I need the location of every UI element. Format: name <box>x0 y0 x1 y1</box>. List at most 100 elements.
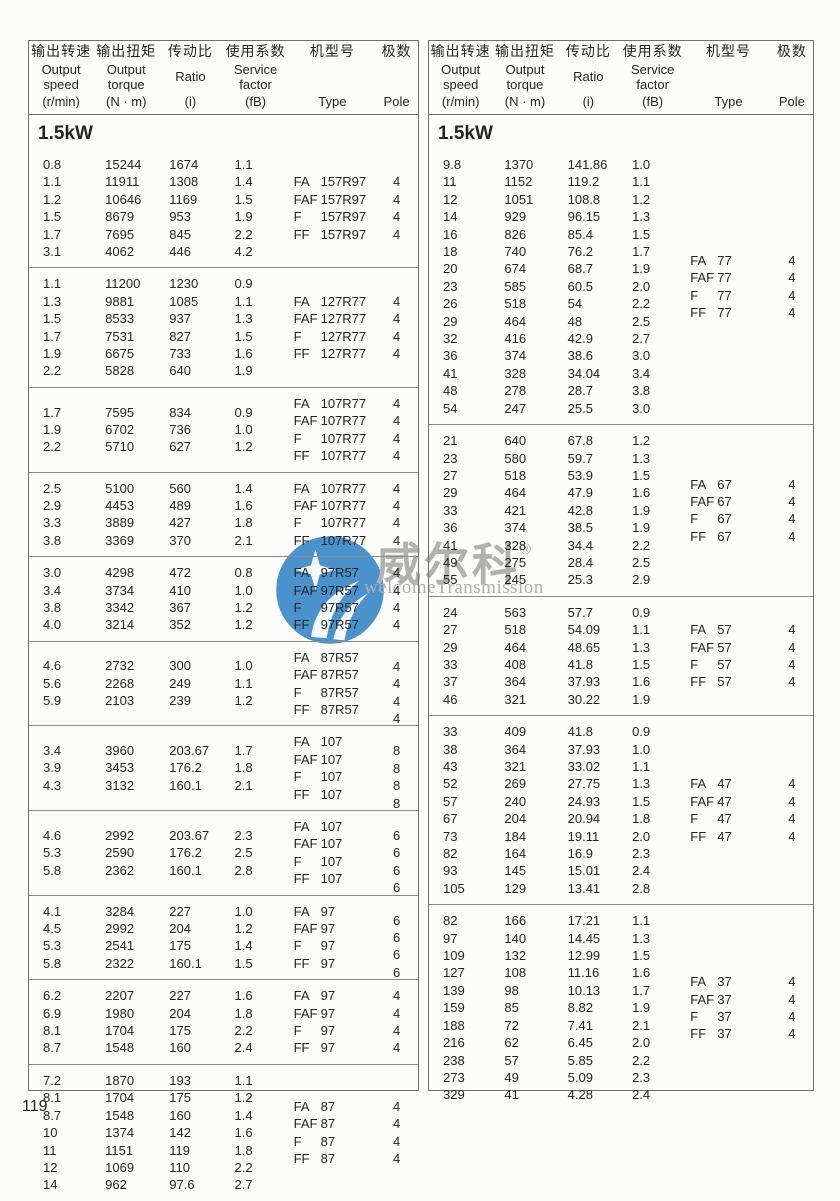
type-model-number: 37 <box>717 991 732 1007</box>
column-header-unit: (i) <box>582 94 595 110</box>
type-column: FA 97 FAF 97 F 97 FF 97 <box>290 903 376 973</box>
torque-value: 2207 <box>105 988 135 1004</box>
data-column-ratio: 227 204 175 160 <box>159 987 221 1057</box>
column-header-zh: 机型号 <box>705 43 751 59</box>
type-model-number: 37 <box>717 974 732 990</box>
column-header-unit: (fB) <box>642 94 664 110</box>
factor-value: 0.9 <box>234 276 253 292</box>
pole-value: 4 <box>392 1098 401 1114</box>
torque-value: 364 <box>504 674 527 690</box>
torque-value: 1374 <box>105 1125 135 1141</box>
ratio-value: 60.5 <box>567 278 593 294</box>
column-header-unit: Pole <box>383 94 410 110</box>
spec-group: 3.4 3.9 4.3 3960 3453 3132 203.67 176.2 160.1 1.7… <box>29 725 418 811</box>
torque-value: 3889 <box>105 515 135 531</box>
type-model-number: 107 <box>320 871 343 887</box>
pole-value: 4 <box>392 346 401 362</box>
factor-value: 1.9 <box>632 520 651 536</box>
data-column-speed: 4.1 4.5 5.3 5.8 <box>29 903 93 973</box>
data-column-torque: 2732 2268 2103 <box>93 649 159 719</box>
pole-value: 4 <box>788 304 796 320</box>
type-model: FF 107 <box>290 870 376 887</box>
factor-value: 1.5 <box>632 656 651 672</box>
type-model: F 37 <box>686 1008 770 1025</box>
torque-value: 2590 <box>105 845 135 861</box>
factor-value: 1.0 <box>234 421 253 437</box>
pole-value: 4 <box>392 1151 401 1167</box>
torque-value: 563 <box>504 604 527 620</box>
speed-value: 29 <box>443 313 458 329</box>
type-model-number: 67 <box>717 528 732 544</box>
ratio-value: 47.9 <box>567 485 593 501</box>
type-model-number: 87 <box>320 1151 336 1167</box>
type-column: FA 97R57 FAF 97R57 F 97R57 FF 97R57 <box>290 564 376 634</box>
data-column-factor: 1.7 1.8 2.1 <box>222 733 290 803</box>
data-column-ratio: 227 204 175 160.1 <box>159 903 221 973</box>
data-column-speed: 1.7 1.9 2.2 <box>29 395 93 465</box>
type-model-number: 97R57 <box>320 582 359 598</box>
ratio-value: 68.7 <box>567 261 593 277</box>
type-column: FA 107 FAF 107 F 107 FF 107 <box>290 733 376 803</box>
speed-value: 4.6 <box>43 658 62 674</box>
type-prefix: FA <box>293 1098 310 1114</box>
spec-group: 1.7 1.9 2.2 7595 6702 5710 834 736 627 0.9 1.0 1.2 F… <box>29 386 418 472</box>
pole-value: 4 <box>392 430 401 446</box>
data-column-factor: 1.0 1.2 1.4 1.5 <box>222 903 290 973</box>
speed-value: 46 <box>443 691 458 707</box>
torque-value: 408 <box>504 656 527 672</box>
factor-value: 2.5 <box>234 845 253 861</box>
factor-value: 2.3 <box>234 827 253 843</box>
factor-value: 1.8 <box>234 1142 253 1158</box>
data-column-speed: 21 23 27 29 33 36 41 49 55 <box>429 432 492 589</box>
ratio-value: 1169 <box>169 191 198 207</box>
type-model-number: 87R57 <box>320 667 359 683</box>
column-header-speed: 输出转速 Output speed (r/min) <box>29 43 93 110</box>
type-model-number: 67 <box>717 511 732 527</box>
type-prefix: F <box>293 328 302 344</box>
column-header-ratio: 传动比 Ratio (i) <box>558 43 619 110</box>
pole-value: 4 <box>392 480 401 496</box>
ratio-value: 160.1 <box>169 862 202 878</box>
speed-value: 1.9 <box>43 346 62 362</box>
type-column: FA 157R97 FAF 157R97 F 157R97 FF 157R97 <box>290 156 376 260</box>
type-model-number: 97 <box>320 921 336 937</box>
type-model: FA 107R77 <box>290 395 376 412</box>
power-section-title: 1.5kW <box>38 123 93 144</box>
speed-value: 33 <box>443 656 458 672</box>
type-prefix: FA <box>690 476 707 492</box>
ratio-value: 300 <box>169 658 191 674</box>
type-model-number: 47 <box>717 828 732 844</box>
speed-value: 1.5 <box>43 209 62 225</box>
type-model-number: 107R77 <box>320 515 367 531</box>
column-header-factor: 使用系数 Service factor (fB) <box>619 43 686 110</box>
torque-value: 204 <box>504 811 527 827</box>
type-prefix: F <box>293 209 302 225</box>
ratio-value: 227 <box>169 903 191 919</box>
type-model: FAF 47 <box>686 793 770 810</box>
torque-value: 15244 <box>105 157 142 172</box>
speed-value: 1.1 <box>43 276 62 292</box>
type-model: FAF 87 <box>290 1115 376 1132</box>
torque-value: 328 <box>504 537 527 553</box>
factor-value: 2.7 <box>234 1177 253 1193</box>
pole-value: 4 <box>788 639 796 655</box>
ratio-value: 20.94 <box>567 811 601 827</box>
torque-value: 321 <box>504 759 527 774</box>
type-model-number: 107R77 <box>320 395 367 411</box>
data-column-ratio: 1674 1308 1169 953 845 446 <box>159 156 221 260</box>
factor-value: 1.9 <box>234 363 253 379</box>
factor-value: 1.0 <box>234 658 253 674</box>
type-model-number: 87 <box>320 1116 336 1132</box>
speed-value: 93 <box>443 863 458 879</box>
type-model: FA 107R77 <box>290 480 376 497</box>
type-model: FA 107 <box>290 818 376 835</box>
factor-value: 1.2 <box>234 1090 253 1106</box>
torque-value: 518 <box>504 622 527 638</box>
pole-value: 4 <box>392 413 401 429</box>
torque-value: 580 <box>504 450 527 466</box>
type-prefix: FA <box>690 252 707 268</box>
spec-table-right: 输出转速 Output speed (r/min) 输出扭矩 Output torque… <box>428 40 814 1102</box>
data-column-speed: 6.2 6.9 8.1 8.7 <box>29 987 93 1057</box>
ratio-value: 27.75 <box>567 776 601 792</box>
type-model-number: 107R77 <box>320 480 367 496</box>
